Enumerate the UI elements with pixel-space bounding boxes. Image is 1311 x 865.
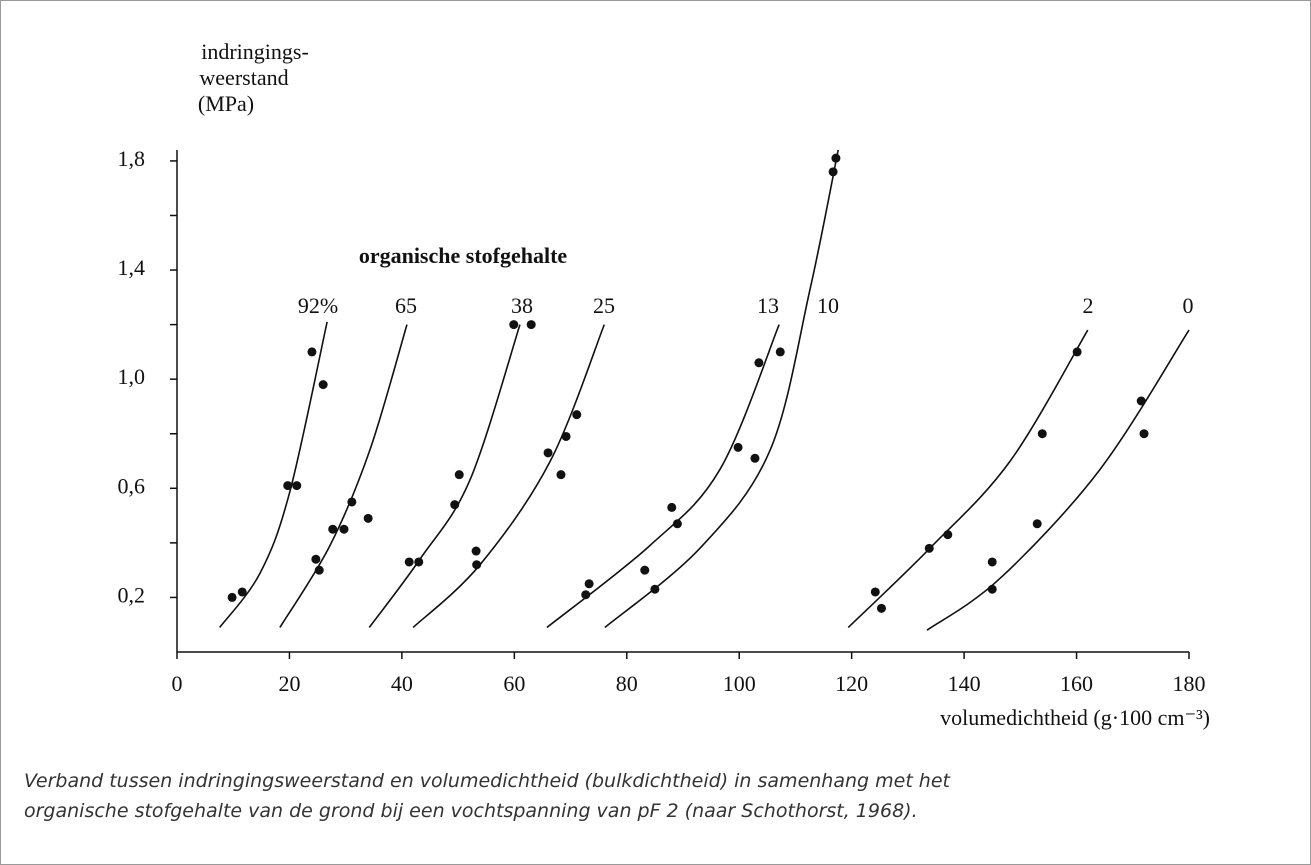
data-point bbox=[667, 502, 677, 512]
data-point bbox=[363, 513, 373, 523]
y-axis-title: indringings- bbox=[201, 39, 309, 64]
x-tick-label: 120 bbox=[835, 671, 868, 696]
data-point bbox=[672, 519, 682, 529]
data-point bbox=[733, 442, 743, 452]
curve bbox=[546, 324, 780, 629]
data-point bbox=[454, 470, 464, 480]
data-point bbox=[828, 167, 838, 177]
annotation: organische stofgehalte bbox=[359, 243, 568, 268]
data-point bbox=[581, 590, 591, 600]
x-tick-label: 100 bbox=[723, 671, 756, 696]
curve-label: 10 bbox=[817, 293, 839, 318]
data-point bbox=[987, 557, 997, 567]
y-axis-title: weerstand bbox=[199, 65, 288, 90]
y-tick-label: 0,6 bbox=[118, 473, 146, 498]
data-point bbox=[404, 557, 414, 567]
data-point bbox=[584, 579, 594, 589]
y-tick-label: 1,8 bbox=[118, 146, 146, 171]
data-point bbox=[292, 481, 302, 491]
data-point bbox=[509, 320, 519, 330]
caption: organische stofgehalte van de grond bij … bbox=[24, 800, 918, 822]
data-point bbox=[640, 565, 650, 575]
data-point bbox=[1136, 396, 1146, 406]
data-point bbox=[1037, 429, 1047, 439]
y-tick-label: 1,0 bbox=[118, 364, 146, 389]
curve-label: 25 bbox=[593, 293, 615, 318]
curve-label: 2 bbox=[1083, 293, 1094, 318]
data-point bbox=[283, 481, 293, 491]
data-point bbox=[526, 320, 536, 330]
data-point bbox=[943, 530, 953, 540]
data-point bbox=[314, 565, 324, 575]
x-axis-title: volumedichtheid (g·100 cm⁻³) bbox=[940, 705, 1210, 730]
y-tick-label: 1,4 bbox=[118, 255, 146, 280]
curve-label: 92% bbox=[298, 293, 338, 318]
x-tick-label: 0 bbox=[172, 671, 183, 696]
curve-label: 13 bbox=[757, 293, 779, 318]
curve bbox=[926, 329, 1190, 631]
data-point bbox=[754, 358, 764, 368]
data-point bbox=[831, 153, 841, 163]
curve bbox=[847, 329, 1089, 629]
data-point bbox=[1139, 429, 1149, 439]
data-point bbox=[987, 584, 997, 594]
data-point bbox=[414, 557, 424, 567]
data-point bbox=[227, 592, 237, 602]
data-point bbox=[556, 470, 566, 480]
curve-label: 38 bbox=[511, 293, 533, 318]
data-point bbox=[750, 453, 760, 463]
data-point bbox=[471, 546, 481, 556]
y-tick-label: 0,2 bbox=[118, 582, 146, 607]
data-point bbox=[1072, 347, 1082, 357]
caption: Verband tussen indringingsweerstand en v… bbox=[24, 770, 952, 792]
curve bbox=[412, 324, 606, 629]
data-point bbox=[347, 497, 357, 507]
data-point bbox=[318, 380, 328, 390]
curve-label: 65 bbox=[395, 293, 417, 318]
curve bbox=[604, 149, 839, 629]
data-point bbox=[924, 543, 934, 553]
curve-label: 0 bbox=[1183, 293, 1194, 318]
curve bbox=[368, 324, 521, 628]
data-point bbox=[543, 448, 553, 458]
data-point bbox=[339, 524, 349, 534]
data-point bbox=[237, 587, 247, 597]
x-tick-label: 180 bbox=[1173, 671, 1206, 696]
data-point bbox=[876, 603, 886, 613]
x-tick-label: 60 bbox=[503, 671, 525, 696]
data-point bbox=[472, 560, 482, 570]
data-point bbox=[328, 524, 338, 534]
x-tick-label: 40 bbox=[391, 671, 413, 696]
data-point bbox=[307, 347, 317, 357]
data-point bbox=[775, 347, 785, 357]
data-point bbox=[1032, 519, 1042, 529]
curve bbox=[219, 321, 328, 628]
curve bbox=[279, 324, 408, 628]
data-point bbox=[311, 554, 321, 564]
x-tick-label: 80 bbox=[616, 671, 638, 696]
y-axis-title: (MPa) bbox=[198, 91, 254, 116]
x-tick-label: 140 bbox=[948, 671, 981, 696]
x-tick-label: 20 bbox=[278, 671, 300, 696]
data-point bbox=[572, 410, 582, 420]
data-point bbox=[870, 587, 880, 597]
data-point bbox=[450, 500, 460, 510]
data-point bbox=[561, 431, 571, 441]
x-tick-label: 160 bbox=[1060, 671, 1093, 696]
data-point bbox=[650, 584, 660, 594]
